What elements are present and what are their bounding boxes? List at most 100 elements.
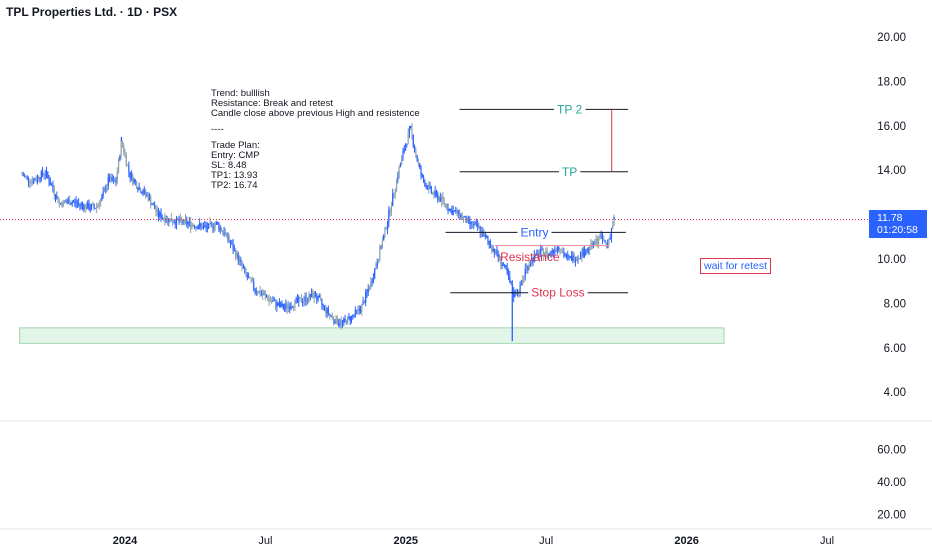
candle-body [500,256,502,265]
candle-body [56,196,58,199]
wait-for-retest-label[interactable]: wait for retest [700,258,772,274]
candle-body [74,201,76,203]
candle-body [415,151,417,156]
candle-body [256,292,259,294]
candle-body [592,241,595,247]
candle-body [219,227,221,230]
candle-body [478,226,480,228]
candle-body [555,249,557,252]
candle-body [543,254,546,257]
candle-body [357,308,359,311]
candle-body [192,224,194,226]
candle-body [124,152,126,155]
candle-body [87,203,89,209]
candle-body [60,202,62,204]
candle-body [92,204,94,206]
candle-body [322,304,324,306]
candle-body [159,212,161,217]
candle-body [542,248,544,257]
candle-body [326,308,328,313]
candle-body [495,249,497,254]
candle-body [137,188,139,190]
bar-countdown: 01:20:58 [877,224,918,236]
level-label-entry[interactable]: Entry [520,225,548,239]
candle-body [26,176,28,177]
candle-body [263,294,265,295]
candle-body [371,281,373,283]
candle-body [99,200,102,205]
level-label-stop-loss[interactable]: Stop Loss [531,286,584,300]
trade-plan-note[interactable]: Trend: bulllish Resistance: Break and ret… [211,89,420,191]
candle-body [336,316,338,324]
volume-tick-label: 20.00 [877,510,906,522]
candle-body [516,292,519,295]
candle-body [523,275,525,280]
candle-body [265,295,268,298]
candle-body [151,204,153,206]
level-label-resistance[interactable]: Resistance [500,250,560,264]
candle-body [312,292,314,298]
candle-body [247,277,250,279]
candle-body [486,235,488,238]
candle-body [442,196,444,200]
candle-body [250,277,252,281]
candle-body [54,194,57,199]
candle-body [524,268,526,276]
candle-body [451,209,453,215]
candle-body [283,307,286,309]
candle-body [277,302,279,306]
candle-body [475,223,477,225]
candle-body [169,218,171,223]
candle-body [531,258,533,265]
candle-body [466,218,468,223]
candle-body [267,297,269,301]
candle-body [316,297,318,300]
candle-body [457,210,459,215]
candle-body [205,225,207,228]
candle-body [48,177,50,183]
candle-body [493,248,495,254]
candle-body [419,163,421,168]
candle-body [334,320,336,324]
candle-body [187,222,189,225]
candle-body [66,202,68,204]
candle-body [565,255,568,257]
price-tick-label: 18.00 [877,76,906,88]
candle-body [44,174,46,176]
time-tick-label: 2025 [394,535,418,547]
candle-body [576,258,578,261]
level-label-tp[interactable]: TP [562,165,577,179]
candle-body [343,319,345,323]
candle-body [488,241,490,244]
candle-body [477,223,479,228]
candle-body [289,306,291,310]
candle-body [35,180,37,182]
candle-body [505,265,507,269]
candle-body [601,234,604,240]
chart-grid [0,420,932,530]
candle-body [132,174,134,183]
candle-body [229,242,232,244]
candle-body [595,238,597,245]
candle-body [71,202,73,204]
candle-body [388,210,390,223]
candle-body [379,247,381,260]
candle-body [63,200,66,202]
candle-body [608,238,610,245]
candle-body [404,145,407,151]
candle-body [450,208,452,210]
level-label-tp-2[interactable]: TP 2 [557,102,582,116]
candle-body [226,232,228,234]
candle-body [217,221,219,224]
candle-body [193,225,196,228]
trade-levels[interactable]: TP 2 TP Entry Resistance Stop Loss [0,102,869,300]
candle-body [578,258,580,259]
candle-body [298,297,300,302]
candle-body [94,207,96,209]
candle-body [424,181,426,187]
candle-body [497,254,499,258]
candle-body [69,200,71,205]
candle-body [574,260,577,262]
candle-body [175,217,178,225]
